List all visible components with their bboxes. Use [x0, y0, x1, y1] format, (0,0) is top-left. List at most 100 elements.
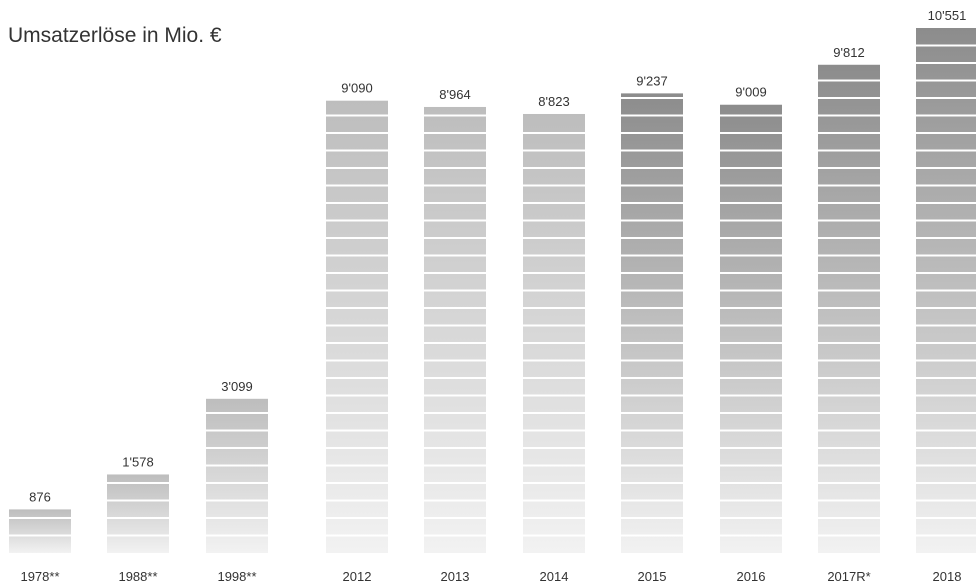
stripe: [818, 132, 880, 134]
stripe: [818, 289, 880, 292]
stripe: [621, 412, 683, 414]
stripe: [523, 289, 585, 292]
stripe: [720, 202, 782, 204]
stripe: [621, 167, 683, 169]
stripe: [720, 289, 782, 292]
stripe: [621, 482, 683, 484]
stripe: [326, 272, 388, 274]
stripe: [621, 517, 683, 519]
stripe: [916, 254, 976, 257]
stripe: [424, 289, 486, 292]
stripe: [424, 149, 486, 152]
x-tick-label: 2015: [638, 569, 667, 584]
stripe: [916, 342, 976, 344]
stripe: [206, 429, 268, 432]
stripe: [621, 447, 683, 449]
stripe: [621, 429, 683, 432]
bar: [720, 104, 782, 553]
stripe: [818, 237, 880, 239]
stripe: [916, 237, 976, 239]
stripe: [621, 324, 683, 327]
stripe: [326, 254, 388, 257]
stripe: [424, 482, 486, 484]
stripe: [916, 202, 976, 204]
bar: [523, 113, 585, 554]
stripe: [206, 499, 268, 502]
stripe: [818, 324, 880, 327]
stripe: [621, 534, 683, 537]
stripe: [916, 132, 976, 134]
stripe: [326, 149, 388, 152]
stripe: [818, 464, 880, 467]
stripe: [720, 307, 782, 309]
stripe: [424, 534, 486, 537]
stripe: [326, 184, 388, 187]
stripe: [916, 307, 976, 309]
stripe: [326, 219, 388, 222]
stripe: [720, 429, 782, 432]
stripe: [621, 289, 683, 292]
stripe: [326, 412, 388, 414]
stripe: [326, 289, 388, 292]
stripe: [206, 447, 268, 449]
stripe: [916, 219, 976, 222]
value-label: 9'812: [833, 45, 864, 60]
value-label: 9'009: [735, 85, 766, 100]
stripe: [818, 517, 880, 519]
stripe: [916, 377, 976, 379]
stripe: [523, 447, 585, 449]
stripe: [818, 499, 880, 502]
value-label: 10'551: [928, 8, 967, 23]
stripe: [720, 272, 782, 274]
stripe: [720, 219, 782, 222]
stripe: [818, 272, 880, 274]
stripe: [916, 482, 976, 484]
value-label: 1'578: [122, 454, 153, 469]
value-label: 9'237: [636, 73, 667, 88]
stripe: [424, 132, 486, 134]
stripe: [720, 114, 782, 117]
stripe: [818, 307, 880, 309]
x-tick-label: 1978**: [20, 569, 59, 584]
stripe: [818, 482, 880, 484]
stripe: [326, 167, 388, 169]
x-tick-label: 2018: [933, 569, 962, 584]
stripe: [9, 534, 71, 537]
stripe: [621, 307, 683, 309]
stripe: [916, 534, 976, 537]
stripe: [621, 377, 683, 379]
stripe: [523, 237, 585, 239]
stripe: [523, 534, 585, 537]
stripe: [424, 464, 486, 467]
value-label: 8'964: [439, 87, 470, 102]
stripe: [621, 97, 683, 99]
stripe: [818, 377, 880, 379]
x-tick-label: 2016: [737, 569, 766, 584]
stripe: [107, 517, 169, 519]
x-tick-label: 2014: [540, 569, 569, 584]
stripe: [424, 412, 486, 414]
stripe: [206, 534, 268, 537]
stripe: [523, 499, 585, 502]
stripe: [523, 219, 585, 222]
stripe: [523, 482, 585, 484]
stripe: [720, 499, 782, 502]
stripe: [424, 202, 486, 204]
bar: [424, 106, 486, 554]
stripe: [720, 482, 782, 484]
stripe: [107, 482, 169, 484]
stripe: [720, 447, 782, 449]
stripe: [523, 517, 585, 519]
stripe: [424, 219, 486, 222]
stripe: [720, 359, 782, 362]
stripe: [720, 464, 782, 467]
stripe: [326, 394, 388, 397]
stripe: [621, 254, 683, 257]
stripe: [916, 359, 976, 362]
stripe: [424, 237, 486, 239]
stripe: [818, 202, 880, 204]
stripe: [720, 167, 782, 169]
stripe: [818, 534, 880, 537]
stripe: [523, 359, 585, 362]
